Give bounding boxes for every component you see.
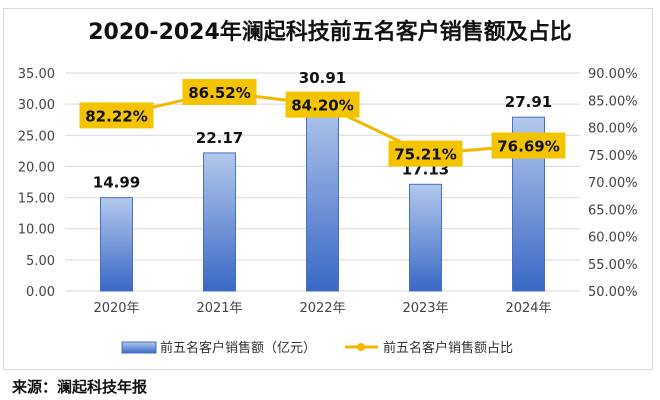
source-note: 来源：澜起科技年报	[12, 378, 148, 396]
y-right-tick: 80.00%	[588, 122, 638, 137]
line-label-box	[285, 91, 360, 118]
line-data-label: 84.20%	[291, 97, 353, 115]
bar-data-label: 27.91	[505, 93, 552, 111]
line-data-label: 76.69%	[497, 138, 559, 156]
y-left-tick: 25.00	[18, 129, 55, 144]
bar-data-label: 22.17	[196, 129, 243, 147]
x-tick: 2022年	[299, 301, 345, 316]
y-left-tick: 0.00	[26, 285, 55, 300]
y-left-tick: 30.00	[18, 98, 55, 113]
bar	[409, 183, 442, 292]
legend-bar-label: 前五名客户销售额（亿元）	[160, 340, 316, 356]
x-tick: 2020年	[93, 301, 139, 316]
y-left-tick: 5.00	[26, 254, 55, 269]
x-tick: 2021年	[196, 301, 242, 316]
y-left-tick: 35.00	[18, 67, 55, 82]
y-right-tick: 85.00%	[588, 94, 638, 109]
bar	[203, 152, 236, 292]
y-left-tick: 20.00	[18, 160, 55, 175]
x-tick: 2023年	[402, 301, 448, 316]
y-right-tick: 90.00%	[588, 67, 638, 82]
y-right-tick: 60.00%	[588, 231, 638, 246]
y-left-tick: 10.00	[18, 223, 55, 238]
bar-data-label: 14.99	[93, 174, 140, 192]
chart-title: 2020-2024年澜起科技前五名客户销售额及占比	[88, 20, 572, 45]
y-right-tick: 50.00%	[588, 285, 638, 300]
bar	[100, 197, 133, 292]
line-label-box	[491, 132, 566, 159]
y-right-tick: 65.00%	[588, 203, 638, 218]
line-data-label: 86.52%	[188, 84, 250, 102]
y-left-tick: 15.00	[18, 192, 55, 207]
legend-line-marker	[357, 343, 365, 351]
y-right-tick: 55.00%	[588, 258, 638, 273]
y-right-tick: 75.00%	[588, 149, 638, 164]
y-right-tick: 70.00%	[588, 176, 638, 191]
chart-frame	[3, 8, 653, 370]
legend-line-label: 前五名客户销售额占比	[383, 340, 513, 356]
line-label-box	[182, 78, 257, 105]
line-label-box	[79, 102, 154, 129]
line-label-box	[388, 140, 463, 167]
bar-data-label: 30.91	[299, 69, 346, 87]
line-data-label: 75.21%	[394, 146, 456, 164]
line-data-label: 82.22%	[85, 107, 147, 125]
x-tick: 2024年	[505, 301, 551, 316]
legend-bar-swatch	[121, 341, 157, 354]
bar	[306, 97, 339, 292]
